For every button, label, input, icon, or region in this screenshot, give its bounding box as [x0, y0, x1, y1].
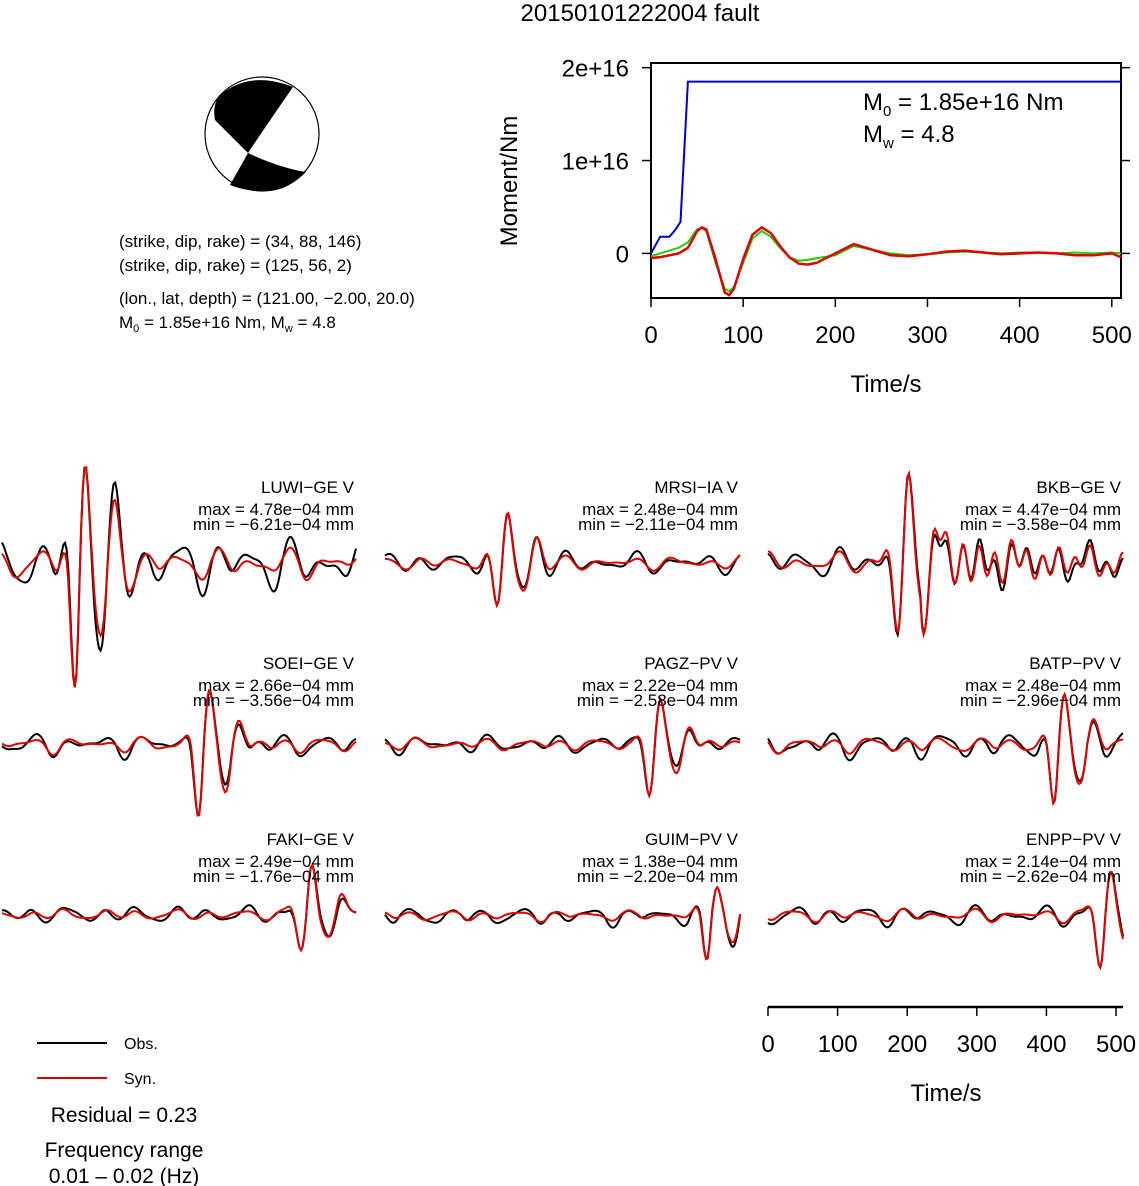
synthetic-trace	[767, 871, 1124, 971]
station-min: min = −2.11e−04 mm	[578, 515, 738, 534]
station-max: max = 2.22e−04 mm	[582, 676, 738, 695]
observed-trace	[1, 466, 357, 688]
station-min: min = −2.62e−04 mm	[960, 867, 1121, 886]
moment-y-tick-label: 2e+16	[562, 56, 629, 83]
moment-function-plot: 0 100 200 300 400 500 0 1e+16 2e+16 Time/s Momen…	[496, 56, 1132, 398]
moment-annotation-mw: Mw = 4.8	[863, 121, 955, 152]
station-name: LUWI−GE V	[261, 478, 355, 497]
nodal-plane-1: (strike, dip, rake) = (34, 88, 146)	[119, 232, 361, 251]
moment-annotation-m0: M0 = 1.85e+16 Nm	[863, 89, 1063, 120]
station-name: SOEI−GE V	[263, 654, 355, 673]
station-max: max = 4.78e−04 mm	[198, 500, 354, 519]
station-min: min = −2.20e−04 mm	[577, 867, 738, 886]
moment-x-tick-label: 400	[1000, 322, 1040, 349]
station-min: min = −3.56e−04 mm	[193, 691, 354, 710]
waveform-x-tick-label: 0	[761, 1031, 774, 1058]
synthetic-trace	[384, 885, 741, 961]
waveform-x-tick-label: 100	[818, 1031, 858, 1058]
moment-x-tick-label: 300	[907, 322, 947, 349]
station-name: PAGZ−PV V	[644, 654, 738, 673]
moment-x-tick-label: 200	[815, 322, 855, 349]
observed-trace	[767, 691, 1124, 807]
station-min: min = −1.76e−04 mm	[193, 867, 354, 886]
moment-series-blue	[650, 80, 1121, 254]
legend-syn-label: Syn.	[124, 1071, 156, 1088]
frequency-range-title: Frequency range	[45, 1139, 204, 1162]
station-max: max = 2.66e−04 mm	[198, 676, 354, 695]
waveform-x-tick-label: 500	[1096, 1031, 1136, 1058]
station-max: max = 2.48e−04 mm	[965, 676, 1121, 695]
synthetic-trace	[1, 465, 357, 688]
station-max: max = 2.49e−04 mm	[198, 852, 354, 871]
synthetic-trace	[1, 688, 357, 817]
moment-series	[650, 80, 1122, 297]
moment-x-tick-label: 0	[644, 322, 657, 349]
moment-x-tick-label: 500	[1092, 322, 1132, 349]
station-name: ENPP−PV V	[1026, 830, 1122, 849]
station-min: min = −2.58e−04 mm	[577, 691, 738, 710]
station-min: min = −2.96e−04 mm	[960, 691, 1121, 710]
waveform-x-tick-label: 400	[1026, 1031, 1066, 1058]
legend-obs-label: Obs.	[124, 1036, 158, 1053]
observed-trace	[767, 469, 1124, 639]
waveform-time-axis: Time/s 0 100 200 300 400 500	[761, 1005, 1136, 1107]
station-name: FAKI−GE V	[267, 830, 355, 849]
station-name: MRSI−IA V	[654, 478, 738, 497]
station-name: BKB−GE V	[1036, 478, 1121, 497]
observed-trace	[384, 885, 741, 961]
synthetic-trace	[767, 470, 1124, 639]
synthetic-trace	[384, 697, 741, 799]
waveform-x-axis-label: Time/s	[910, 1080, 981, 1107]
station-max: max = 4.47e−04 mm	[965, 500, 1121, 519]
focal-mechanism-beachball	[204, 76, 320, 192]
residual-text: Residual = 0.23	[51, 1104, 198, 1127]
station-max: max = 1.38e−04 mm	[582, 852, 738, 871]
moment-y-tick-label: 0	[616, 241, 629, 268]
moment-axis-ticks: 0 100 200 300 400 500 0 1e+16 2e+16	[562, 56, 1132, 349]
synthetic-trace	[767, 691, 1124, 807]
moment-magnitude-line: M0 = 1.85e+16 Nm, Mw = 4.8	[119, 313, 336, 335]
station-min: min = −3.58e−04 mm	[960, 515, 1121, 534]
frequency-range-value: 0.01 – 0.02 (Hz)	[49, 1165, 200, 1186]
synthetic-trace	[384, 511, 741, 609]
nodal-plane-2: (strike, dip, rake) = (125, 56, 2)	[119, 256, 352, 275]
moment-series-red	[650, 225, 1122, 297]
waveform-legend: Obs. Syn. Residual = 0.23 Frequency rang…	[37, 1036, 203, 1186]
moment-x-tick-label: 100	[723, 322, 763, 349]
station-min: min = −6.21e−04 mm	[193, 515, 354, 534]
figure-title: 20150101222004 fault	[521, 0, 760, 27]
station-max: max = 2.14e−04 mm	[965, 852, 1121, 871]
waveform-x-tick-label: 200	[887, 1031, 927, 1058]
observed-trace	[384, 697, 741, 799]
station-max: max = 2.48e−04 mm	[582, 500, 738, 519]
mechanism-info: (strike, dip, rake) = (34, 88, 146) (str…	[119, 232, 415, 335]
station-name: BATP−PV V	[1029, 654, 1121, 673]
moment-plot-frame	[650, 62, 1122, 299]
source-location: (lon., lat, depth) = (121.00, −2.00, 20.…	[119, 289, 415, 308]
moment-y-axis-label: Moment/Nm	[496, 116, 523, 247]
station-name: GUIM−PV V	[645, 830, 739, 849]
moment-y-tick-label: 1e+16	[562, 149, 629, 176]
moment-x-axis-label: Time/s	[850, 371, 921, 398]
waveform-x-tick-label: 300	[957, 1031, 997, 1058]
synthetic-trace	[1, 863, 357, 953]
